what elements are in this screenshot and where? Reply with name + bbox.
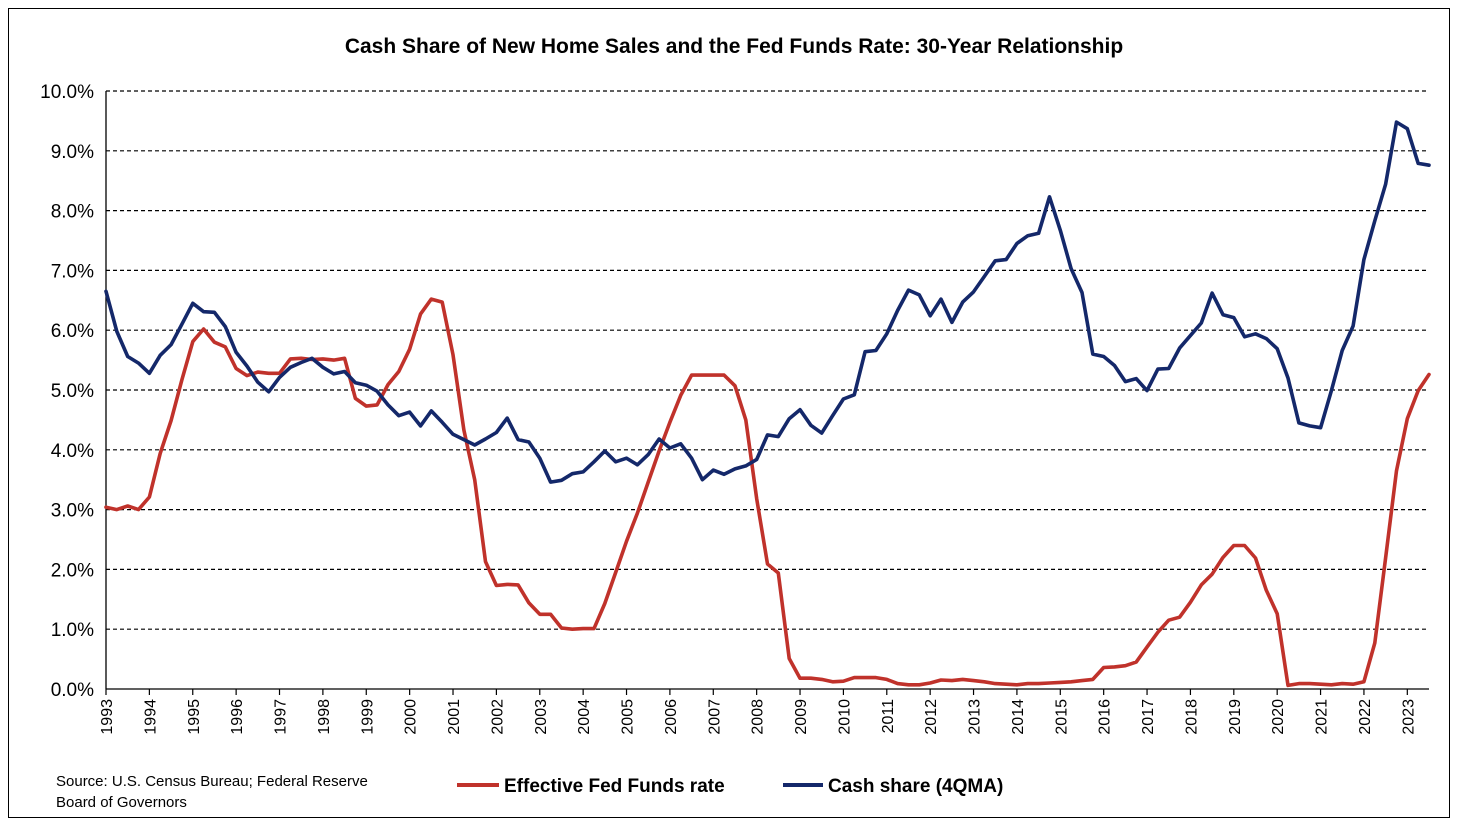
x-tick-label: 2020	[1270, 699, 1287, 735]
x-tick-label: 2006	[663, 699, 680, 735]
x-tick-label: 2019	[1227, 699, 1244, 735]
x-tick-label: 1993	[99, 699, 116, 735]
x-tick-label: 2003	[533, 699, 550, 735]
x-tick-label: 2000	[403, 699, 420, 735]
y-tick-label: 7.0%	[51, 261, 94, 282]
y-tick-label: 1.0%	[51, 620, 94, 641]
y-tick-label: 3.0%	[51, 501, 94, 522]
y-tick-label: 0.0%	[51, 680, 94, 701]
series-line-fed-funds	[104, 297, 1431, 688]
y-axis-ticks: 0.0% 1.0% 2.0% 3.0% 4.0% 5.0% 6.0% 7.0% 8.0% 9.0%…	[40, 82, 94, 701]
series-lines	[104, 120, 1431, 688]
x-tick-label: 2013	[967, 699, 984, 735]
x-tick-label: 2022	[1357, 699, 1374, 735]
x-tick-label: 1996	[229, 699, 246, 735]
y-tick-label: 10.0%	[40, 82, 94, 103]
x-tick-label: 2008	[750, 699, 767, 735]
x-tick-label: 2016	[1097, 699, 1114, 735]
x-tick-label: 2002	[489, 699, 506, 735]
x-tick-label: 2012	[923, 699, 940, 735]
chart: Cash Share of New Home Sales and the Fed…	[40, 35, 1431, 811]
x-tick-label: 1997	[273, 699, 290, 735]
x-tick-label: 2011	[880, 699, 897, 734]
gridlines	[106, 90, 1429, 630]
x-tick-label: 2005	[620, 699, 637, 735]
series-line-cash-share	[104, 120, 1431, 484]
y-tick-label: 4.0%	[51, 441, 94, 462]
x-tick-label: 2018	[1183, 699, 1200, 735]
x-axis-ticks: 1993 1994 1995 1996 1997 1998 1999 2000 2001 2002…	[99, 689, 1417, 735]
chart-title: Cash Share of New Home Sales and the Fed…	[345, 35, 1123, 58]
legend-label-cash-share: Cash share (4QMA)	[828, 776, 1003, 797]
y-tick-label: 8.0%	[51, 202, 94, 223]
x-tick-label: 2015	[1053, 699, 1070, 735]
x-tick-label: 1995	[186, 699, 203, 735]
chart-frame: Cash Share of New Home Sales and the Fed…	[8, 8, 1450, 818]
x-tick-label: 2021	[1314, 699, 1331, 735]
legend-label-fed-funds: Effective Fed Funds rate	[504, 776, 725, 797]
x-tick-label: 2017	[1140, 699, 1157, 735]
y-tick-label: 5.0%	[51, 381, 94, 402]
y-tick-label: 6.0%	[51, 321, 94, 342]
y-tick-label: 9.0%	[51, 142, 94, 163]
source-note-line-1: Source: U.S. Census Bureau; Federal Rese…	[56, 773, 368, 790]
x-tick-label: 1999	[359, 699, 376, 735]
x-tick-label: 1994	[142, 699, 159, 735]
y-tick-label: 2.0%	[51, 560, 94, 581]
x-tick-label: 2004	[576, 699, 593, 735]
x-tick-label: 2009	[793, 699, 810, 735]
x-tick-label: 2010	[836, 699, 853, 735]
source-note-line-2: Board of Governors	[56, 794, 187, 811]
x-tick-label: 1998	[316, 699, 333, 735]
axes	[105, 91, 1429, 690]
x-tick-label: 2023	[1400, 699, 1417, 735]
x-tick-label: 2007	[706, 699, 723, 735]
x-tick-label: 2014	[1010, 699, 1027, 735]
x-tick-label: 2001	[446, 699, 463, 735]
